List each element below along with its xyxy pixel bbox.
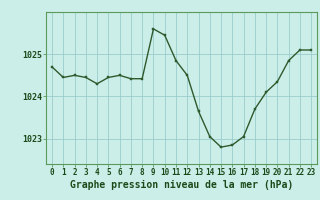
X-axis label: Graphe pression niveau de la mer (hPa): Graphe pression niveau de la mer (hPa)	[70, 180, 293, 190]
